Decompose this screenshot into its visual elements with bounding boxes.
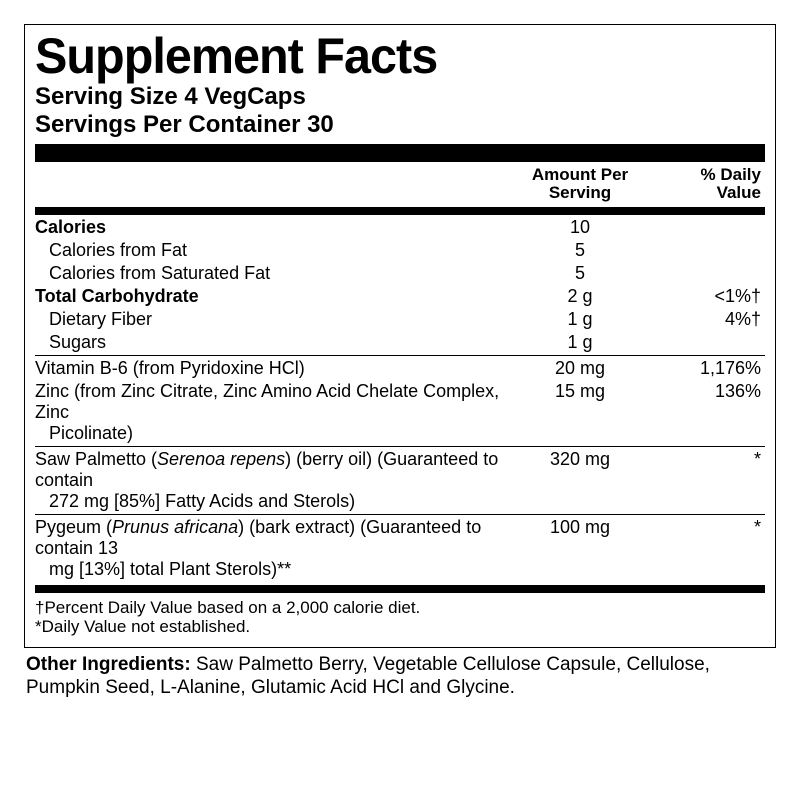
- row-calories-from-satfat: Calories from Saturated Fat 5: [35, 262, 765, 285]
- row-saw-palmetto: Saw Palmetto (Serenoa repens) (berry oil…: [35, 448, 765, 513]
- row-total-carb: Total Carbohydrate 2 g <1%†: [35, 285, 765, 308]
- medium-divider: [35, 585, 765, 593]
- col-header-dv: % Daily Value: [645, 162, 765, 206]
- footnotes: †Percent Daily Value based on a 2,000 ca…: [35, 594, 765, 637]
- row-calories-from-fat: Calories from Fat 5: [35, 239, 765, 262]
- panel-title: Supplement Facts: [35, 31, 743, 81]
- row-vitamin-b6: Vitamin B-6 (from Pyridoxine HCl) 20 mg …: [35, 357, 765, 380]
- column-header-row: Amount Per Serving % Daily Value: [35, 162, 765, 206]
- thin-divider: [35, 446, 765, 447]
- row-sugars: Sugars 1 g: [35, 331, 765, 354]
- medium-divider: [35, 207, 765, 215]
- supplement-facts-panel: Supplement Facts Serving Size 4 VegCaps …: [24, 24, 776, 648]
- nutrition-table: Amount Per Serving % Daily Value Calorie…: [35, 162, 765, 594]
- row-calories: Calories 10: [35, 216, 765, 239]
- footnote-dv-basis: †Percent Daily Value based on a 2,000 ca…: [35, 598, 765, 618]
- row-dietary-fiber: Dietary Fiber 1 g 4%†: [35, 308, 765, 331]
- row-zinc: Zinc (from Zinc Citrate, Zinc Amino Acid…: [35, 380, 765, 445]
- zinc-name: Zinc (from Zinc Citrate, Zinc Amino Acid…: [35, 380, 515, 445]
- servings-per-container: Servings Per Container 30: [35, 111, 765, 139]
- thin-divider: [35, 355, 765, 356]
- thick-divider: [35, 144, 765, 162]
- pygeum-name: Pygeum (Prunus africana) (bark extract) …: [35, 516, 515, 581]
- col-header-amount: Amount Per Serving: [515, 162, 645, 206]
- footnote-dv-not-established: *Daily Value not established.: [35, 617, 765, 637]
- saw-palmetto-name: Saw Palmetto (Serenoa repens) (berry oil…: [35, 448, 515, 513]
- serving-size: Serving Size 4 VegCaps: [35, 83, 765, 111]
- other-ingredients: Other Ingredients: Saw Palmetto Berry, V…: [24, 648, 776, 700]
- thin-divider: [35, 514, 765, 515]
- row-pygeum: Pygeum (Prunus africana) (bark extract) …: [35, 516, 765, 581]
- other-ingredients-label: Other Ingredients:: [26, 654, 191, 675]
